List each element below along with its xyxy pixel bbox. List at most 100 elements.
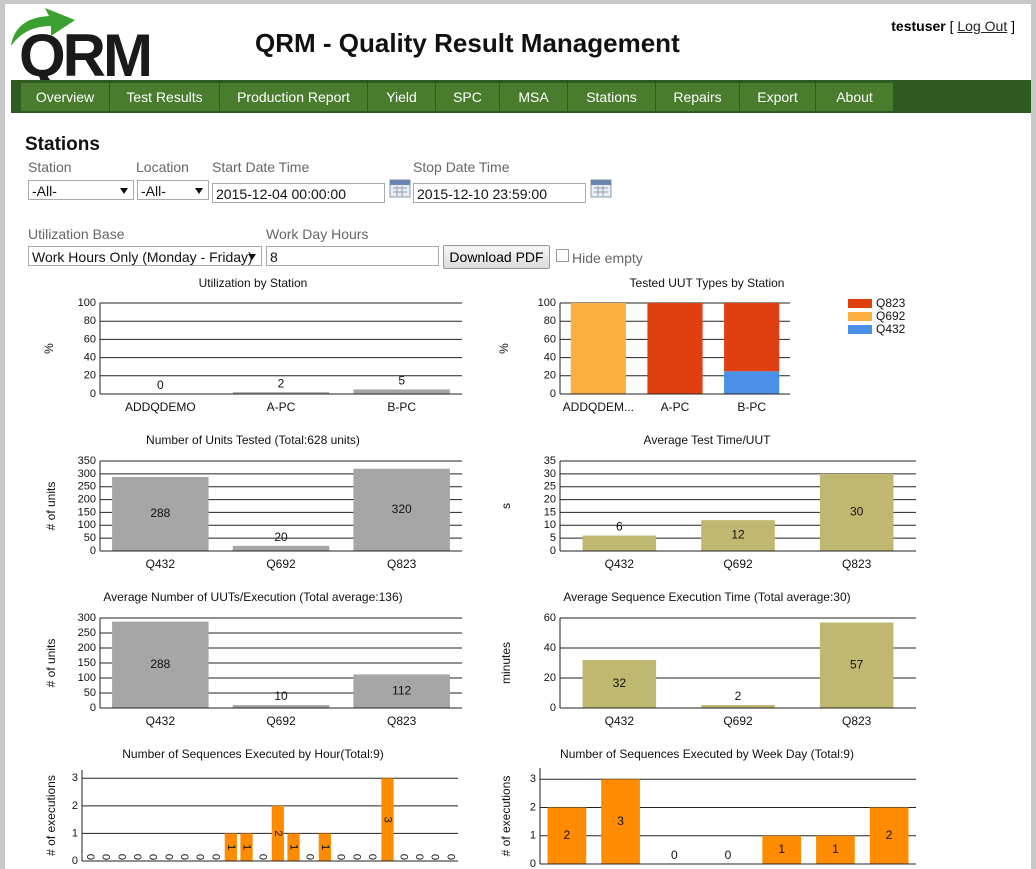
y-tick-label: 0 <box>550 702 556 714</box>
y-tick-label: 250 <box>78 627 96 639</box>
x-tick-label: ADDQDEMO <box>125 400 196 414</box>
data-label: 2 <box>564 828 571 842</box>
x-tick-label: Q432 <box>605 714 635 728</box>
util-select[interactable]: Work Hours Only (Monday - Friday) <box>28 246 262 266</box>
data-label: 0 <box>84 854 96 860</box>
y-tick-label: 40 <box>544 642 556 654</box>
station-select[interactable]: -All- <box>28 180 134 200</box>
chart-title: Number of Sequences Executed by Week Day… <box>560 747 854 761</box>
data-label: 20 <box>274 530 288 544</box>
nav-item[interactable]: About <box>816 83 894 111</box>
y-tick-label: 20 <box>544 493 556 505</box>
bar <box>381 778 394 861</box>
legend-label: Q823 <box>876 296 906 310</box>
x-tick-label: Q432 <box>146 714 176 728</box>
download-button[interactable]: Download PDF <box>443 245 550 269</box>
logo: QRM <box>11 8 153 82</box>
x-tick-label: Q692 <box>266 714 296 728</box>
bar <box>701 705 775 708</box>
y-tick-label: 0 <box>530 858 536 869</box>
bar <box>547 807 587 864</box>
nav-item[interactable]: SPC <box>436 83 500 111</box>
data-label: 0 <box>256 854 268 860</box>
calendar-icon[interactable] <box>590 178 612 198</box>
bar-segment <box>724 303 780 372</box>
nav-item[interactable]: Export <box>740 83 816 111</box>
data-label: 0 <box>194 854 206 860</box>
data-label: 0 <box>178 854 190 860</box>
chart-title: Tested UUT Types by Station <box>630 276 785 290</box>
checkbox-label: Hide empty <box>572 250 643 266</box>
y-tick-label: 40 <box>84 352 96 364</box>
data-label: 0 <box>162 854 174 860</box>
bar <box>582 535 657 551</box>
hours-input[interactable]: 8 <box>266 246 439 266</box>
nav-item[interactable]: Repairs <box>656 83 740 111</box>
bar <box>701 520 775 551</box>
y-tick-label: 100 <box>78 519 96 531</box>
data-label: 0 <box>725 848 732 862</box>
y-axis-label: # of executions <box>499 776 513 857</box>
bar-segment <box>724 371 780 394</box>
y-tick-label: 80 <box>544 315 556 327</box>
data-label: 1 <box>225 844 237 850</box>
bar <box>869 807 909 864</box>
x-tick-label: Q823 <box>842 557 872 571</box>
y-tick-label: 1 <box>72 827 78 839</box>
x-tick-label: A-PC <box>661 400 690 414</box>
data-label: 32 <box>613 676 627 690</box>
chart-title: Average Test Time/UUT <box>644 433 772 447</box>
logout-link[interactable]: Log Out <box>957 18 1008 34</box>
logo-text: QRM <box>19 22 150 82</box>
bar <box>353 468 450 551</box>
bracket: ] <box>1011 18 1015 34</box>
x-tick-label: Q823 <box>387 714 417 728</box>
data-label: 288 <box>150 657 170 671</box>
data-label: 5 <box>398 374 405 388</box>
bar <box>353 674 450 708</box>
bar <box>240 833 253 861</box>
y-axis-label: # of executions <box>44 775 58 856</box>
nav-item[interactable]: Yield <box>368 83 436 111</box>
y-tick-label: 5 <box>550 532 556 544</box>
nav-item[interactable]: Overview <box>21 83 110 111</box>
start-input[interactable]: 2015-12-04 00:00:00 <box>212 183 385 203</box>
data-label: 57 <box>850 657 864 671</box>
data-label: 320 <box>392 502 412 516</box>
data-label: 1 <box>241 844 253 850</box>
x-tick-label: B-PC <box>387 400 416 414</box>
data-label: 2 <box>886 828 893 842</box>
location-select[interactable]: -All- <box>137 180 209 200</box>
y-tick-label: 10 <box>544 519 556 531</box>
bar <box>232 705 330 708</box>
chart-title: Number of Units Tested (Total:628 units) <box>146 433 360 447</box>
data-label: 12 <box>731 528 745 542</box>
y-tick-label: 300 <box>78 468 96 480</box>
data-label: 10 <box>274 689 288 703</box>
y-tick-label: 15 <box>544 506 556 518</box>
data-label: 0 <box>350 854 362 860</box>
nav-item[interactable]: Test Results <box>110 83 220 111</box>
bar <box>353 389 450 394</box>
y-tick-label: 60 <box>544 333 556 345</box>
data-label: 3 <box>382 817 394 823</box>
bar <box>762 835 802 864</box>
nav-item[interactable]: Production Report <box>220 83 368 111</box>
x-tick-label: Q432 <box>605 557 635 571</box>
bar <box>224 833 237 861</box>
checkbox[interactable] <box>556 249 569 262</box>
field-label: Station <box>28 159 72 175</box>
nav-item[interactable]: MSA <box>500 83 568 111</box>
y-tick-label: 0 <box>90 388 96 400</box>
data-label: 0 <box>366 854 378 860</box>
stop-input[interactable]: 2015-12-10 23:59:00 <box>413 183 586 203</box>
calendar-icon[interactable] <box>389 178 411 198</box>
y-tick-label: 2 <box>72 800 78 812</box>
y-tick-label: 20 <box>544 672 556 684</box>
y-tick-label: 0 <box>90 702 96 714</box>
data-label: 3 <box>617 814 624 828</box>
user-name: testuser <box>891 18 946 34</box>
x-tick-label: Q432 <box>146 557 176 571</box>
nav-item[interactable]: Stations <box>568 83 656 111</box>
